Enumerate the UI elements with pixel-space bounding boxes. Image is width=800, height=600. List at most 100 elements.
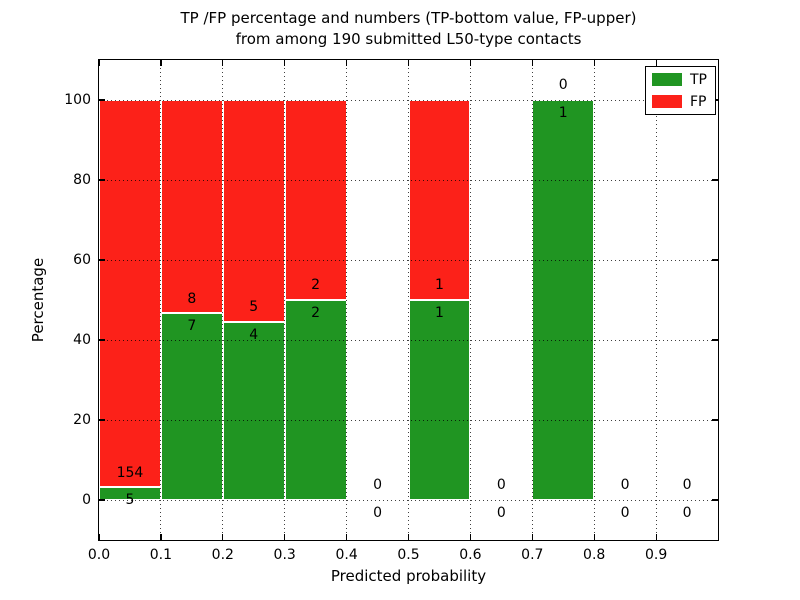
x-tick-mark-top (531, 60, 533, 66)
x-tick-label: 0.0 (87, 547, 111, 563)
x-gridline (222, 60, 224, 540)
x-tick-mark-top (469, 60, 472, 66)
x-tick-mark-top (593, 60, 595, 66)
y-tick-label: 40 (73, 332, 91, 348)
bar-value-label-tp: 0 (373, 504, 383, 521)
chart-title-line1: TP /FP percentage and numbers (TP-bottom… (180, 9, 637, 27)
bar-segment-tp (408, 300, 471, 500)
bar-value-label-fp: 154 (116, 464, 144, 481)
x-tick-label: 0.6 (459, 547, 482, 563)
x-tick-label: 0.8 (583, 547, 606, 563)
y-tick-label: 0 (82, 492, 91, 508)
y-tick-mark-right (712, 419, 718, 421)
y-tick-mark-right (712, 179, 718, 181)
bar-segment-fp (408, 100, 471, 300)
bar-value-label-tp: 7 (187, 318, 197, 335)
y-tick-mark (99, 259, 105, 261)
bar-value-label-tp: 2 (311, 304, 321, 321)
plot-area: 154 5 8 7 5 4 2 2 0 0 1 1 0 0 0 1 0 0 0 0 (98, 59, 719, 541)
bar-segment-tp (160, 313, 223, 500)
x-tick-mark-top (655, 60, 657, 66)
x-tick-mark-top (98, 60, 100, 66)
y-tick-label: 60 (73, 252, 91, 268)
y-tick-mark-right (712, 259, 718, 261)
x-gridline (469, 60, 471, 540)
x-gridline (408, 60, 409, 540)
x-tick-mark-top (284, 60, 286, 66)
x-tick-label: 0.9 (644, 547, 668, 563)
x-tick-mark (284, 534, 286, 540)
x-tick-mark (346, 534, 348, 540)
x-tick-mark (531, 534, 533, 540)
y-tick-label: 20 (73, 412, 91, 428)
x-tick-mark (222, 534, 224, 540)
y-tick-mark (99, 179, 105, 181)
x-gridline (284, 60, 286, 540)
x-gridline (655, 60, 657, 540)
bar-segment-tp (532, 100, 595, 500)
bar-value-label-fp: 0 (620, 477, 630, 494)
bar-value-label-tp: 5 (125, 492, 135, 509)
x-axis-label: Predicted probability (330, 567, 487, 585)
x-tick-mark (160, 534, 162, 540)
legend-swatch-tp-icon (652, 73, 682, 86)
bar-value-label-fp: 0 (373, 477, 383, 494)
x-tick-mark-top (222, 60, 224, 66)
x-tick-label: 0.2 (211, 547, 234, 563)
y-axis-label: Percentage (29, 257, 47, 343)
y-tick-mark (99, 339, 105, 341)
x-gridline (346, 60, 348, 540)
bar-value-label-fp: 0 (558, 77, 568, 94)
y-tick-mark-right (712, 339, 718, 341)
x-tick-mark (655, 534, 657, 540)
bar-value-label-fp: 0 (496, 477, 506, 494)
y-tick-label: 100 (64, 92, 91, 108)
x-gridline (593, 60, 595, 540)
x-tick-mark-top (346, 60, 348, 66)
y-tick-mark (99, 99, 105, 101)
y-tick-label: 80 (73, 172, 91, 188)
legend: TP FP (645, 66, 716, 115)
x-tick-label: 0.1 (149, 547, 173, 563)
x-tick-mark-top (407, 60, 410, 66)
x-tick-label: 0.7 (521, 547, 544, 563)
bar-value-label-fp: 1 (434, 277, 444, 294)
bar-segment-fp (284, 100, 347, 300)
legend-item-fp: FP (652, 95, 709, 109)
y-tick-mark (99, 499, 105, 501)
legend-label-fp: FP (690, 93, 707, 110)
bar-value-label-tp: 0 (620, 504, 630, 521)
bar-value-label-tp: 0 (682, 504, 692, 521)
x-tick-mark-top (160, 60, 162, 66)
bar-value-label-fp: 8 (187, 290, 197, 307)
bar-value-label-tp: 1 (434, 304, 444, 321)
legend-swatch-fp-icon (652, 95, 682, 108)
x-tick-label: 0.3 (273, 547, 296, 563)
legend-label-tp: TP (690, 71, 707, 88)
bar-segment-fp (222, 100, 285, 323)
bar-value-label-fp: 2 (311, 277, 321, 294)
legend-item-tp: TP (652, 73, 709, 87)
bar-value-label-fp: 5 (249, 299, 259, 316)
x-tick-mark (407, 534, 410, 540)
x-tick-label: 0.4 (335, 547, 358, 563)
bar-segment-fp (99, 100, 161, 488)
bar-value-label-tp: 0 (496, 504, 506, 521)
bar-value-label-tp: 4 (249, 327, 259, 344)
x-gridline (160, 60, 162, 540)
y-tick-mark (99, 419, 105, 421)
bar-segment-tp (284, 300, 347, 500)
bar-value-label-tp: 1 (558, 104, 568, 121)
x-tick-mark (98, 534, 100, 540)
x-tick-label: 0.5 (397, 547, 420, 563)
x-gridline (531, 60, 533, 540)
x-tick-mark (593, 534, 595, 540)
y-tick-mark-right (712, 499, 718, 501)
chart-title-line2: from among 190 submitted L50-type contac… (235, 30, 582, 48)
bar-segment-tp (222, 322, 285, 500)
chart-title: TP /FP percentage and numbers (TP-bottom… (99, 8, 718, 50)
bar-segment-fp (160, 100, 223, 314)
bar-value-label-fp: 0 (682, 477, 692, 494)
x-tick-mark (469, 534, 472, 540)
